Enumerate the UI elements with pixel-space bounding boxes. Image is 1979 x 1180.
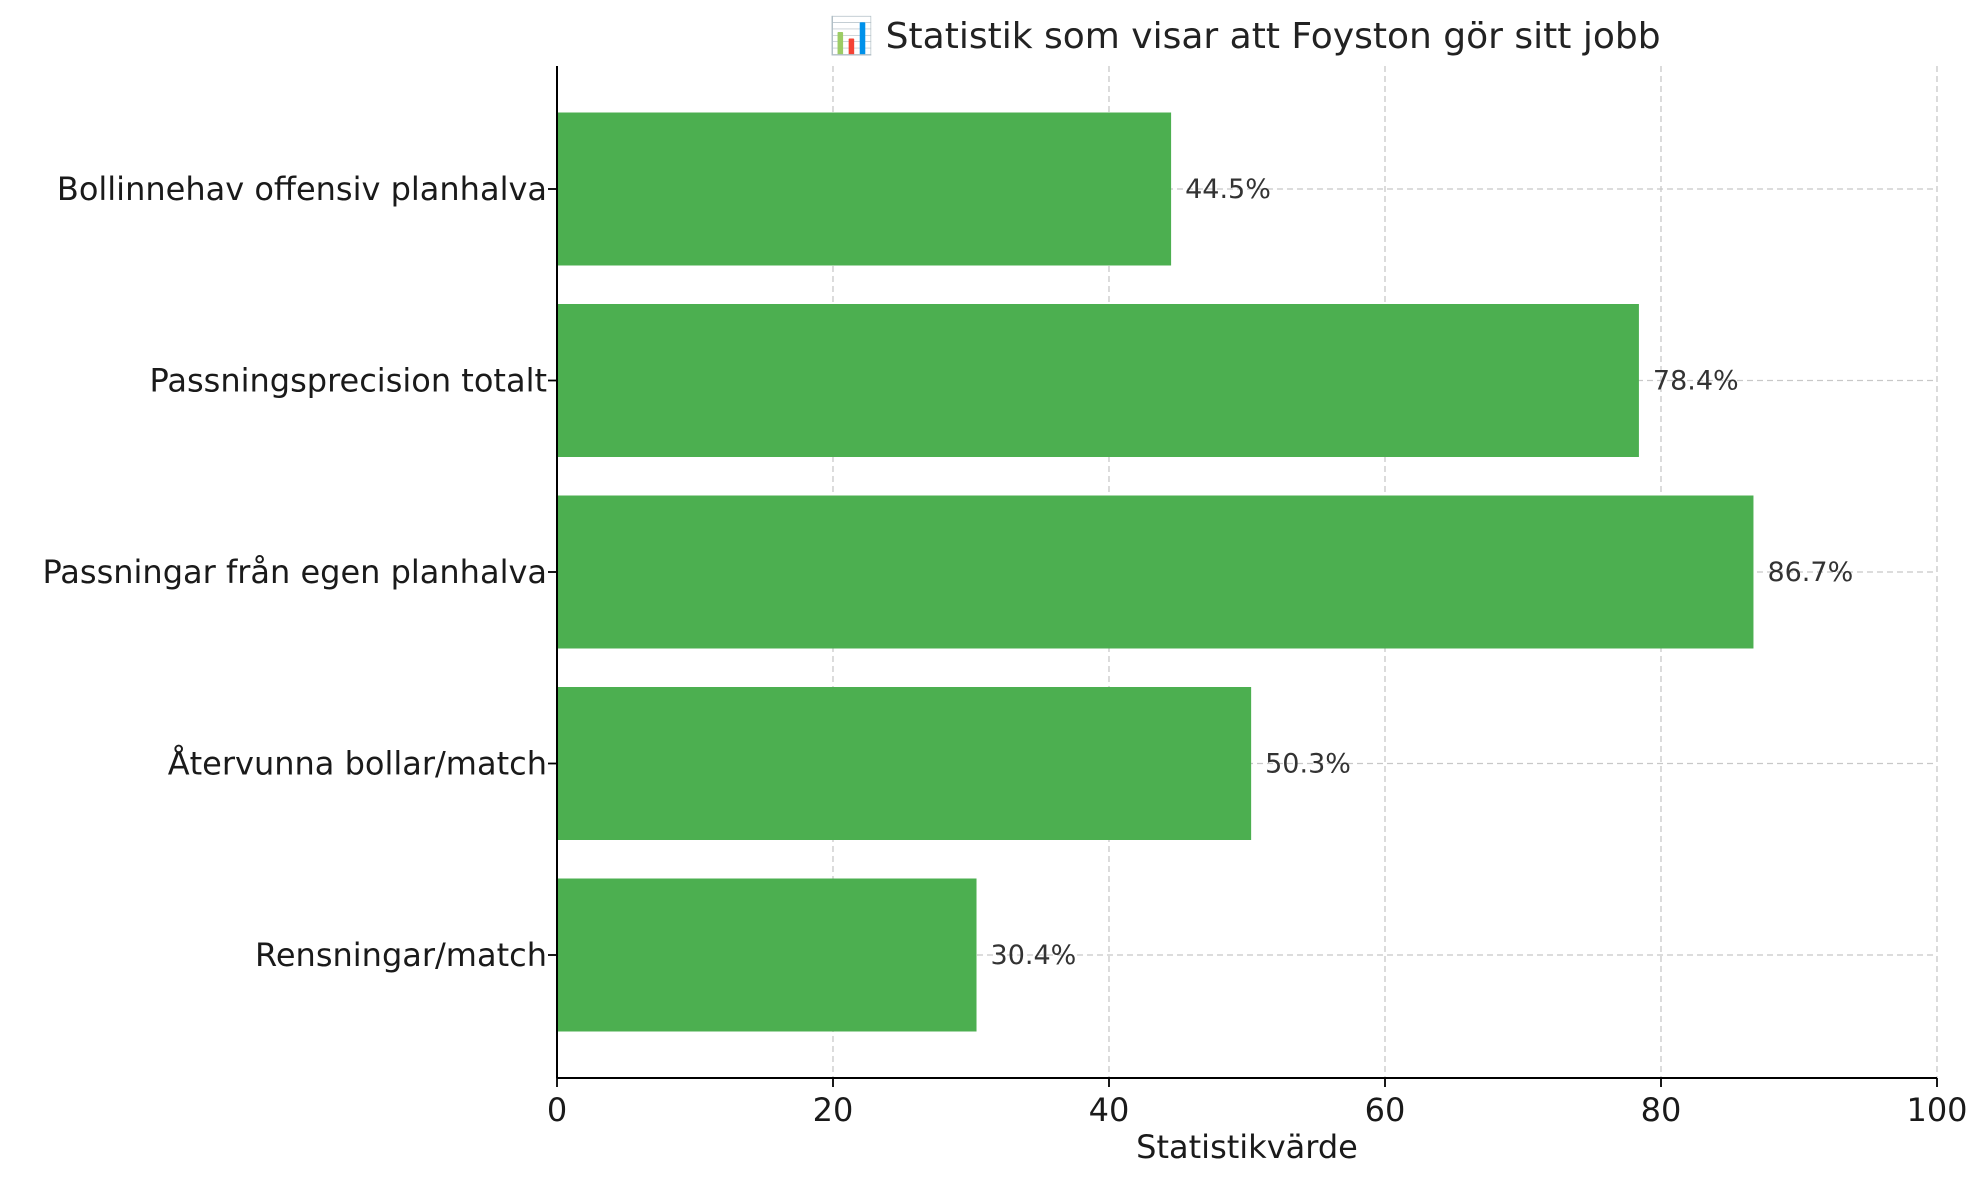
bar-value-label: 50.3%: [1265, 749, 1351, 780]
x-tick-label: 40: [1089, 1091, 1130, 1129]
bar: [557, 878, 977, 1032]
data-labels: 44.5% 78.4% 86.7% 50.3% 30.4%: [991, 174, 1854, 971]
chart-title: 📊 Statistik som visar att Foyston gör si…: [829, 15, 1660, 57]
y-ticks: Bollinnehav offensiv planhalva Passningsp…: [42, 170, 557, 974]
y-tick-label: Rensningar/match: [255, 936, 547, 974]
bar: [557, 304, 1639, 457]
x-tick-label: 20: [813, 1091, 854, 1129]
x-tick-label: 100: [1906, 1091, 1967, 1129]
y-tick-label: Återvunna bollar/match: [168, 745, 547, 783]
bar: [557, 687, 1252, 840]
x-tick-label: 0: [547, 1091, 567, 1129]
bars: [557, 112, 1754, 1032]
bar-value-label: 30.4%: [991, 940, 1077, 971]
bar: [557, 112, 1172, 266]
bar-value-label: 78.4%: [1653, 366, 1739, 397]
x-axis-label: Statistikvärde: [1136, 1128, 1358, 1166]
bar: [557, 495, 1754, 649]
y-tick-label: Passningar från egen planhalva: [42, 553, 547, 591]
bar-value-label: 44.5%: [1185, 174, 1271, 205]
y-tick-label: Passningsprecision totalt: [150, 362, 548, 400]
y-tick-label: Bollinnehav offensiv planhalva: [57, 170, 547, 208]
x-tick-label: 60: [1365, 1091, 1406, 1129]
x-ticks: 0 20 40 60 80 100: [547, 1078, 1968, 1129]
bar-value-label: 86.7%: [1767, 557, 1853, 588]
x-tick-label: 80: [1641, 1091, 1682, 1129]
